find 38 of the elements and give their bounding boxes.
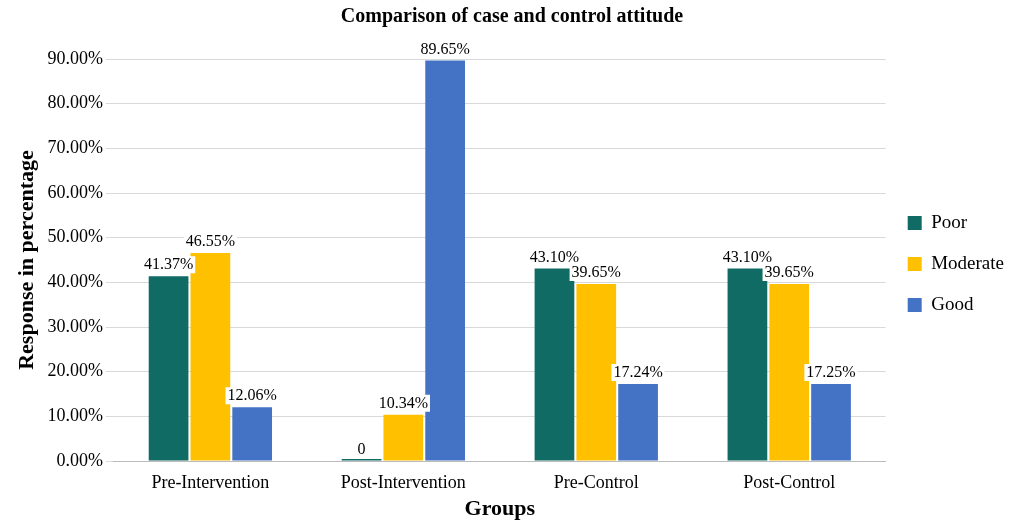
bar [576,283,617,461]
data-label: 41.37% [143,255,194,273]
bar [811,383,851,461]
data-label: 12.06% [227,386,277,404]
data-label: 17.25% [806,363,856,381]
y-tick-label: 80.00% [47,92,103,113]
y-tick-label: 20.00% [47,360,103,381]
bar [383,414,424,461]
y-tick-label: 30.00% [47,315,103,336]
y-axis-title: Response in percentage [12,149,38,370]
x-tick-label: Pre-Intervention [151,471,270,492]
data-label: 0 [357,440,366,458]
data-label: 10.34% [378,394,428,412]
y-tick-label: 10.00% [47,405,103,426]
chart-title: Comparison of case and control attitude [340,4,684,28]
y-tick-label: 90.00% [47,47,103,68]
y-tick-label: 0.00% [56,449,103,470]
legend-label: Poor [931,210,968,232]
y-tick-label: 50.00% [47,226,103,247]
bar [618,384,658,461]
x-tick-label: Post-Control [743,471,836,492]
data-label: 89.65% [420,39,470,57]
data-label: 43.10% [529,247,580,265]
data-label: 39.65% [764,263,814,281]
data-label: 39.65% [571,263,621,281]
data-label: 46.55% [185,232,236,250]
x-tick-label: Post-Intervention [340,471,466,492]
legend-label: Good [931,292,974,314]
y-tick-label: 40.00% [47,271,103,292]
x-axis-title: Groups [464,495,536,521]
legend-label: Moderate [931,251,1005,273]
data-label: 17.24% [613,363,663,381]
bar [232,407,273,461]
y-tick-label: 70.00% [47,137,103,158]
x-tick-label: Pre-Control [553,471,639,492]
data-label: 43.10% [722,247,773,265]
bar [148,276,189,461]
y-tick-label: 60.00% [47,181,103,202]
